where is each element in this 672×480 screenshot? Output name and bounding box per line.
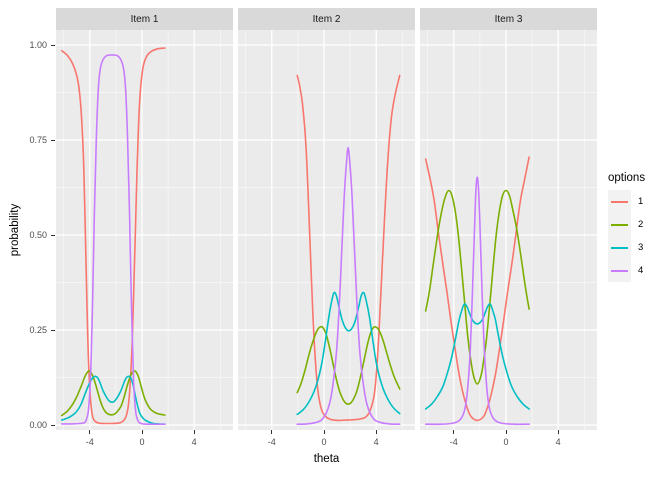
x-tick-mark (375, 430, 377, 434)
legend-item: 4 (608, 259, 645, 282)
x-tick-mark (89, 430, 91, 434)
x-tick-label: -4 (449, 437, 458, 447)
legend-line-swatch (611, 246, 628, 249)
x-tick-label: 0 (139, 437, 145, 447)
x-tick-label: 4 (191, 437, 197, 447)
series-line-option-3 (424, 303, 530, 410)
legend-key (608, 236, 631, 259)
y-tick-mark (51, 329, 55, 331)
y-tick-label: 0.00 (29, 420, 47, 430)
legend-label: 2 (638, 219, 644, 230)
y-tick-label: 1.00 (29, 40, 47, 50)
legend-line-swatch (611, 200, 628, 203)
series-line-option-1 (424, 156, 530, 422)
x-tick-label: 0 (321, 437, 327, 447)
legend-key (608, 190, 631, 213)
legend-key (608, 213, 631, 236)
y-tick-mark (51, 424, 55, 426)
legend-item: 3 (608, 236, 645, 259)
panel-background (420, 30, 597, 430)
facet-strip: Item 3 (420, 8, 597, 30)
series-line-option-4 (424, 176, 530, 426)
series-line-option-2 (296, 325, 401, 405)
x-tick-mark (557, 430, 559, 434)
panel-background (56, 30, 233, 430)
series-line-option-1 (296, 74, 401, 422)
legend-rows: 1 2 3 4 (608, 190, 645, 282)
y-tick-label: 0.75 (29, 135, 47, 145)
legend: options 1 2 3 4 (608, 172, 645, 282)
x-tick-label: -4 (85, 437, 94, 447)
series-line-option-4 (60, 54, 166, 426)
series-line-option-3 (296, 291, 401, 416)
panel-background (238, 30, 415, 430)
x-tick-mark (453, 430, 455, 434)
series-line-option-2 (424, 189, 530, 385)
legend-line-swatch (611, 223, 628, 226)
y-tick-label: 0.25 (29, 325, 47, 335)
series-line-option-2 (60, 370, 166, 417)
x-tick-mark (141, 430, 143, 434)
y-tick-mark (51, 139, 55, 141)
x-tick-label: 4 (373, 437, 379, 447)
y-tick-mark (51, 234, 55, 236)
legend-title: options (608, 172, 646, 184)
legend-label: 4 (638, 265, 644, 276)
legend-line-swatch (611, 269, 628, 272)
x-tick-mark (505, 430, 507, 434)
series-line-option-3 (60, 375, 166, 425)
facet-panel (238, 30, 415, 430)
legend-label: 3 (638, 242, 644, 253)
legend-item: 1 (608, 190, 645, 213)
facet-panel (420, 30, 597, 430)
legend-label: 1 (638, 196, 644, 207)
x-tick-label: 4 (555, 437, 561, 447)
x-axis-title: theta (313, 453, 340, 465)
facet-strip: Item 2 (238, 8, 415, 30)
x-tick-label: -4 (267, 437, 276, 447)
series-line-option-4 (296, 146, 401, 425)
series-line-option-1 (60, 47, 166, 425)
x-tick-mark (193, 430, 195, 434)
y-tick-mark (51, 44, 55, 46)
legend-key (608, 259, 631, 282)
y-tick-label: 0.50 (29, 230, 47, 240)
x-tick-mark (323, 430, 325, 434)
facet-strip: Item 1 (56, 8, 233, 30)
x-tick-label: 0 (503, 437, 509, 447)
facet-panel (56, 30, 233, 430)
legend-item: 2 (608, 213, 645, 236)
x-tick-mark (271, 430, 273, 434)
